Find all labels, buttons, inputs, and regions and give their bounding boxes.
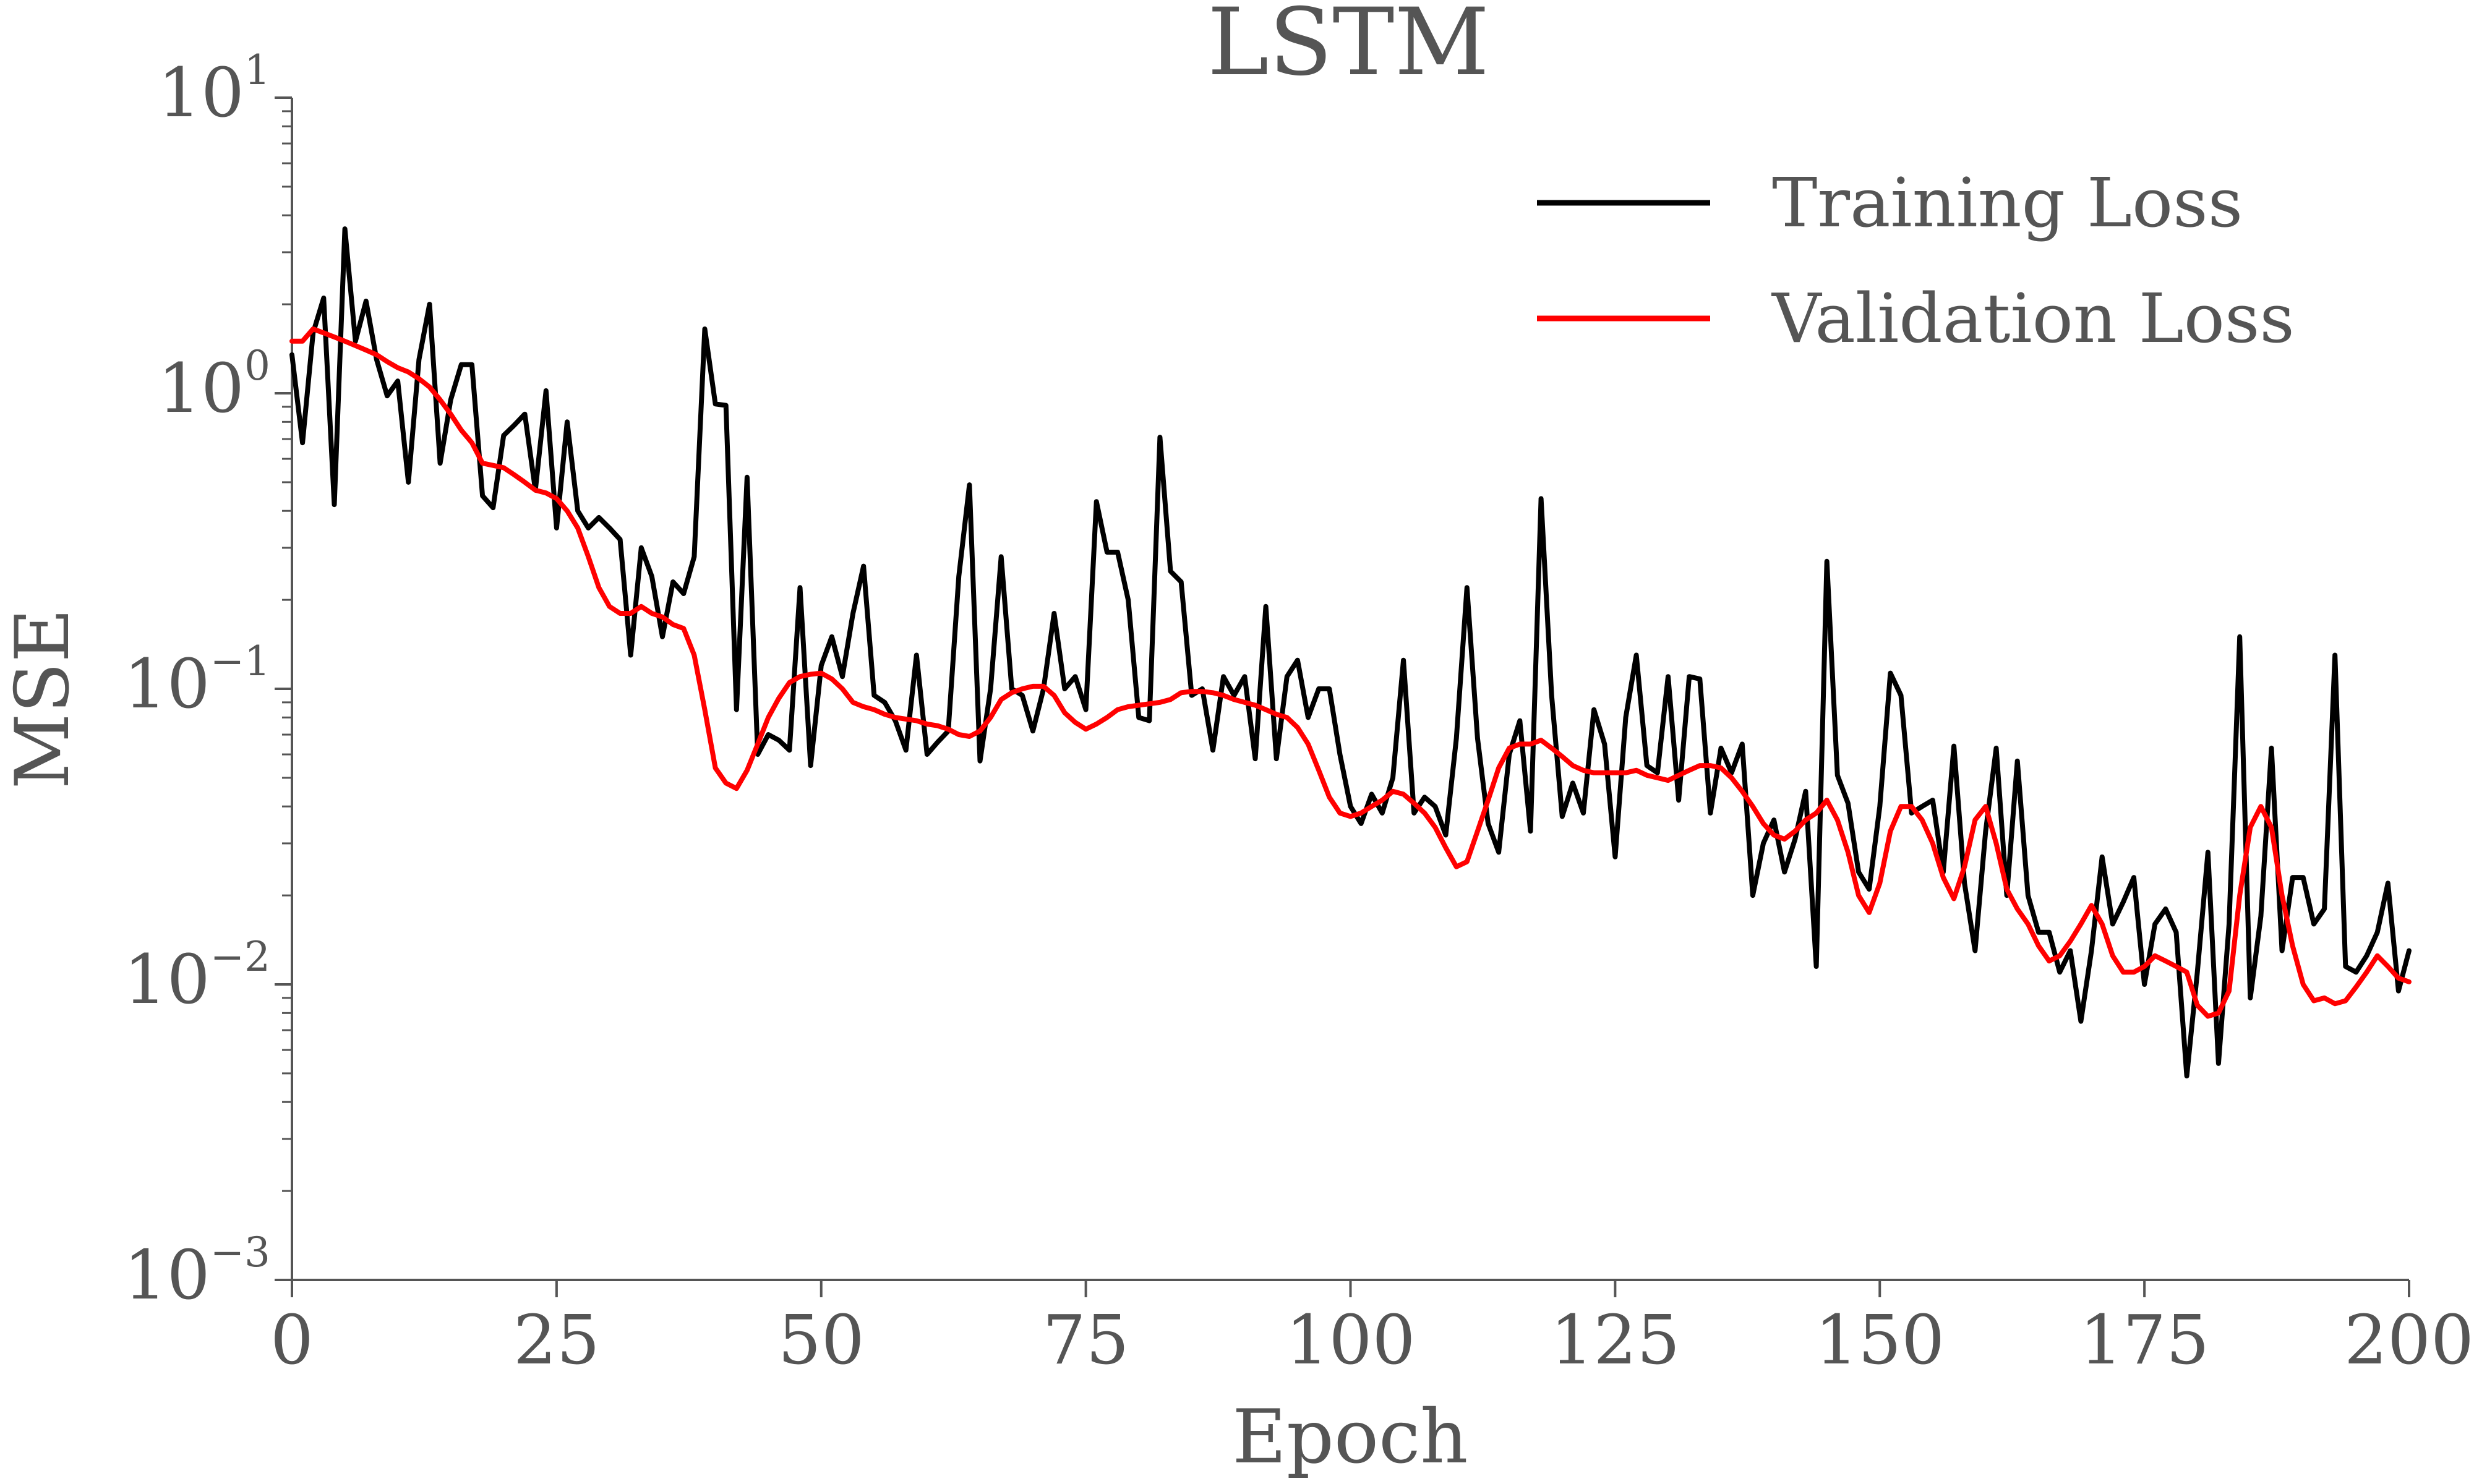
y-tick-label: 10−3 <box>124 1229 270 1315</box>
x-tick-label: 150 <box>1815 1300 1945 1380</box>
x-axis-label: Epoch <box>1232 1394 1468 1480</box>
x-tick-label: 0 <box>270 1300 314 1380</box>
y-tick-exponent: −3 <box>210 1229 270 1276</box>
y-tick-label: 100 <box>158 342 270 428</box>
y-tick-exponent: 1 <box>244 46 270 94</box>
x-tick-label: 125 <box>1550 1300 1680 1380</box>
legend-label: Training Loss <box>1772 163 2243 242</box>
y-tick-label: 10−1 <box>124 638 270 723</box>
y-tick-base: 10 <box>124 940 210 1019</box>
y-axis-label: MSE <box>0 608 86 790</box>
x-tick-label: 75 <box>1043 1300 1129 1380</box>
x-axis-ticks: 0 25 50 75 100 125 150 175 200 <box>270 1280 2474 1380</box>
x-tick-label: 100 <box>1286 1300 1416 1380</box>
y-tick-exponent: 0 <box>244 342 270 390</box>
series-layer <box>289 226 2412 1079</box>
x-tick-label: 175 <box>2079 1300 2209 1380</box>
legend-label: Validation Loss <box>1771 279 2295 358</box>
y-tick-base: 10 <box>158 349 244 428</box>
y-tick-label: 101 <box>158 46 270 132</box>
chart-title: LSTM <box>1207 0 1489 96</box>
x-tick-label: 200 <box>2344 1300 2474 1380</box>
y-tick-exponent: −2 <box>210 933 270 981</box>
y-tick-exponent: −1 <box>210 638 270 685</box>
series-line-validation-loss <box>289 326 2412 1019</box>
y-tick-label: 10−2 <box>124 933 270 1019</box>
y-minor-ticks <box>282 110 292 1192</box>
y-tick-base: 10 <box>158 53 244 132</box>
x-tick-label: 50 <box>778 1300 865 1380</box>
legend: Training Loss Validation Loss <box>1537 163 2295 358</box>
y-tick-base: 10 <box>124 1235 210 1315</box>
x-tick-label: 25 <box>513 1300 600 1380</box>
y-tick-base: 10 <box>124 644 210 723</box>
